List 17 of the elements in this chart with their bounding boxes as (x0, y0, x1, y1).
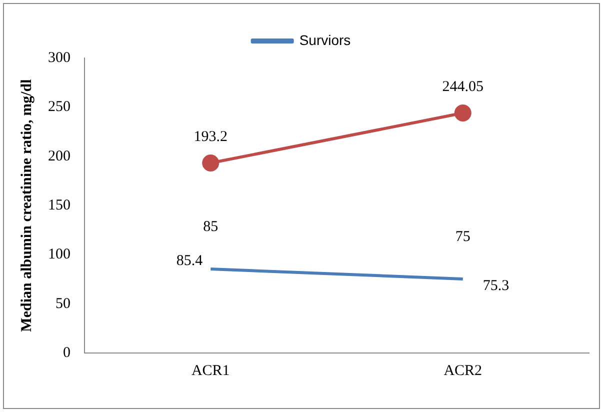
data-label: 85.4 (176, 252, 204, 269)
y-tick-label: 50 (56, 296, 70, 312)
y-tick-label: 0 (63, 344, 70, 361)
annotation: 85 (203, 218, 218, 235)
legend-label: Surviors (299, 32, 351, 48)
data-label: 244.05 (442, 78, 484, 95)
y-tick-label: 100 (48, 246, 70, 263)
annotation: 75 (455, 228, 470, 245)
y-tick-label: 150 (48, 197, 70, 214)
data-label: 75.3 (482, 278, 510, 294)
data-label: 193.2 (194, 128, 228, 145)
y-tick-label: 200 (48, 148, 70, 164)
y-tick-label: 250 (48, 99, 70, 116)
x-tick-label: ACR2 (444, 362, 482, 379)
y-tick-label: 300 (48, 50, 70, 66)
x-tick-label: ACR1 (191, 362, 230, 379)
y-axis-title: Median albumin creatinine ratio, mg/dl (18, 79, 35, 332)
